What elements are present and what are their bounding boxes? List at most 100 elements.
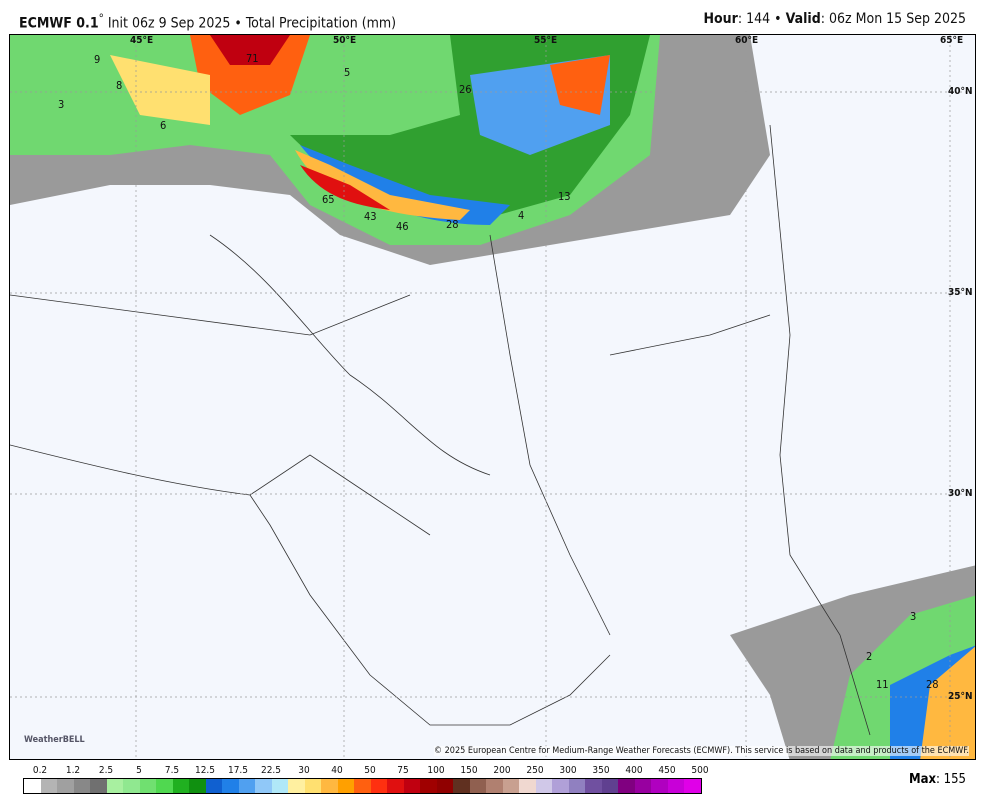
colorbar-swatch xyxy=(57,779,74,793)
colorbar-swatch xyxy=(436,779,453,793)
colorbar-label: 12.5 xyxy=(194,765,216,776)
colorbar-swatch xyxy=(189,779,206,793)
colorbar-label: 30 xyxy=(298,765,310,776)
colorbar-swatch xyxy=(255,779,272,793)
lon-label: 55°E xyxy=(534,35,558,46)
precip-value: 43 xyxy=(364,210,377,223)
precip-value: 6 xyxy=(160,119,167,132)
colorbar-label: 7.5 xyxy=(164,765,180,776)
colorbar-swatch xyxy=(502,779,519,793)
borders xyxy=(10,124,871,736)
colorbar-swatch xyxy=(552,779,569,793)
max-value: Max: 155 xyxy=(908,772,966,787)
precip-value: 46 xyxy=(396,220,409,233)
colorbar-swatch xyxy=(403,779,420,793)
colorbar-swatch xyxy=(387,779,404,793)
colorbar-swatch xyxy=(321,779,338,793)
colorbar-swatch xyxy=(601,779,618,793)
colorbar-label: 250 xyxy=(526,765,544,776)
colorbar-label: 150 xyxy=(460,765,478,776)
precip-value: 65 xyxy=(322,193,335,206)
colorbar-swatch xyxy=(139,779,156,793)
map-title: ECMWF 0.1° Init 06z 9 Sep 2025 • Total P… xyxy=(19,11,397,32)
colorbar-swatch xyxy=(420,779,437,793)
precip-value: 28 xyxy=(926,678,939,691)
valid-time: Hour: 144 • Valid: 06z Mon 15 Sep 2025 xyxy=(703,11,966,27)
colorbar-swatch xyxy=(238,779,255,793)
colorbar-swatch xyxy=(271,779,288,793)
colorbar-swatch xyxy=(453,779,470,793)
lat-label: 25°N xyxy=(948,691,973,702)
precip-value: 3 xyxy=(910,610,917,623)
colorbar-swatch xyxy=(172,779,189,793)
precip-value: 13 xyxy=(558,190,571,203)
lat-label: 40°N xyxy=(948,86,973,97)
colorbar-swatch xyxy=(156,779,173,793)
colorbar-swatch xyxy=(568,779,585,793)
precip-value: 28 xyxy=(446,218,459,231)
colorbar-swatch xyxy=(90,779,107,793)
colorbar-swatch xyxy=(370,779,387,793)
precipitation-map[interactable]: 45°E 50°E 55°E 60°E 65°E 40°N 35°N 30°N … xyxy=(9,34,976,760)
colorbar-label: 0.2 xyxy=(32,765,48,776)
precip-value: 26 xyxy=(459,83,472,96)
precip-value: 3 xyxy=(58,98,65,111)
lon-label: 50°E xyxy=(333,35,357,46)
precip-value: 9 xyxy=(94,53,101,66)
colorbar-swatch xyxy=(337,779,354,793)
colorbar-swatch xyxy=(288,779,305,793)
colorbar-label: 40 xyxy=(331,765,343,776)
colorbar-swatch xyxy=(469,779,486,793)
colorbar-label: 1.2 xyxy=(65,765,81,776)
precip-value: 8 xyxy=(116,79,123,92)
colorbar-label: 5 xyxy=(136,765,142,776)
colorbar-swatch xyxy=(304,779,321,793)
colorbar-label: 50 xyxy=(364,765,376,776)
weatherbell-logo: WeatherBELL xyxy=(24,735,85,745)
colorbar-swatch xyxy=(486,779,503,793)
colorbar-swatch xyxy=(535,779,552,793)
colorbar-label: 500 xyxy=(691,765,709,776)
colorbar-swatch xyxy=(585,779,602,793)
lat-label: 35°N xyxy=(948,287,973,298)
colorbar-swatch xyxy=(651,779,668,793)
colorbar-label: 350 xyxy=(592,765,610,776)
colorbar-label: 100 xyxy=(427,765,445,776)
colorbar-swatch xyxy=(73,779,90,793)
colorbar-swatch xyxy=(667,779,684,793)
precip-value: 4 xyxy=(518,209,525,222)
colorbar-label: 200 xyxy=(493,765,511,776)
colorbar-label: 2.5 xyxy=(98,765,114,776)
precip-value: 2 xyxy=(866,650,873,663)
map-layer xyxy=(10,35,975,759)
precip-southeast xyxy=(730,565,975,759)
precip-value: 5 xyxy=(344,66,351,79)
colorbar-label: 300 xyxy=(559,765,577,776)
graticule xyxy=(10,35,975,759)
colorbar-swatch xyxy=(106,779,123,793)
colorbar-swatch xyxy=(684,779,701,793)
precip-value: 71 xyxy=(246,52,259,65)
precip-value: 11 xyxy=(876,678,889,691)
lon-label: 65°E xyxy=(940,35,964,46)
colorbar-swatch xyxy=(519,779,536,793)
colorbar-swatch xyxy=(354,779,371,793)
colorbar-swatch xyxy=(222,779,239,793)
colorbar-swatch xyxy=(123,779,140,793)
colorbar-label: 17.5 xyxy=(227,765,249,776)
colorbar-swatch xyxy=(40,779,57,793)
colorbar-label: 450 xyxy=(658,765,676,776)
colorbar-swatch xyxy=(205,779,222,793)
colorbar-swatch xyxy=(618,779,635,793)
colorbar-swatch xyxy=(634,779,651,793)
colorbar-swatch xyxy=(24,779,41,793)
colorbar-label: 22.5 xyxy=(260,765,282,776)
colorbar xyxy=(23,778,702,794)
precip-north xyxy=(10,35,770,265)
lon-label: 60°E xyxy=(735,35,759,46)
copyright-notice: © 2025 European Centre for Medium-Range … xyxy=(433,746,969,756)
colorbar-label: 400 xyxy=(625,765,643,776)
lat-label: 30°N xyxy=(948,488,973,499)
colorbar-label: 75 xyxy=(397,765,409,776)
lon-label: 45°E xyxy=(130,35,154,46)
